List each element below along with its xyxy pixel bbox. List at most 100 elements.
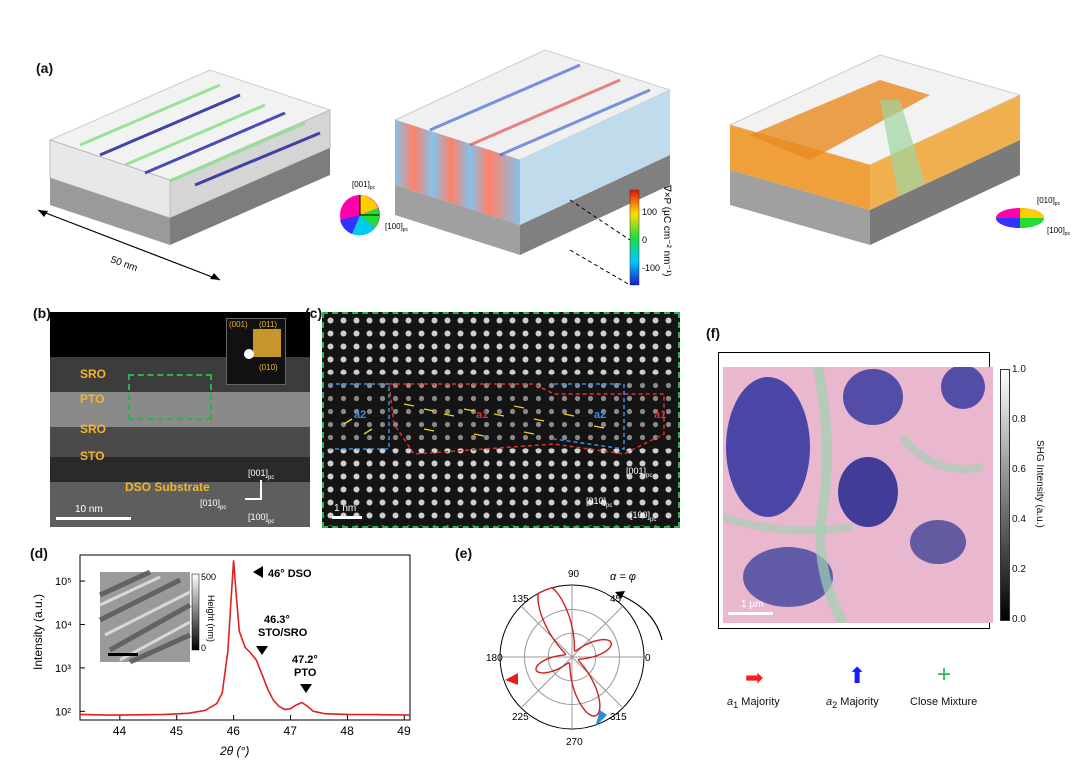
axis-c-o-sub: pc	[650, 516, 657, 523]
colorbar-label: ∇×P (μC cm⁻² nm⁻¹)	[661, 184, 672, 276]
peak-label-pto-1: 47.2°	[292, 654, 318, 666]
legend-a1-arrow-icon: ➡	[745, 665, 764, 690]
afm-colorbar	[191, 573, 200, 651]
rotation-arrow	[619, 594, 663, 641]
peak-label-sto-2: STO/SRO	[258, 627, 308, 639]
axis-b-o-sub: pc	[268, 518, 275, 525]
xrd-ytick-label: 10⁵	[55, 576, 72, 588]
block-2	[393, 49, 672, 286]
curl-colorbar	[629, 189, 640, 286]
axis-b-v: [001]	[248, 468, 269, 478]
wheel2-top-label: [010]	[1037, 196, 1055, 205]
layer-label-sto: STO	[80, 449, 105, 463]
layer-label-pto: PTO	[80, 392, 105, 406]
shg-colorbar-label: SHG Intensity (a.u.)	[1034, 440, 1045, 528]
shg-cb-tick-3: 0.6	[1012, 464, 1026, 475]
shg-map	[723, 367, 993, 623]
shg-map-frame: 1 μm	[718, 352, 993, 629]
polar-label-315: 315	[610, 712, 627, 723]
xrd-xtick-label: 47	[284, 724, 298, 738]
tem-image-b: SRO PTO SRO STO DSO Substrate (001) (011…	[50, 312, 310, 527]
legend-a2-arrow-icon: ⬆	[848, 663, 867, 688]
axis-c-o: [100]	[630, 510, 651, 520]
layer-label-sro-top: SRO	[80, 367, 107, 381]
peak-label-sto-1: 46.3°	[264, 614, 290, 626]
scalebar-f-label: 1 μm	[741, 599, 764, 610]
axis-c-h-sub: pc	[606, 502, 613, 509]
axis-b-v-sub: pc	[268, 474, 275, 481]
direction-wheel-1	[340, 195, 380, 236]
diff-label-010: (010)	[259, 363, 278, 372]
diff-label-001: (001)	[229, 320, 248, 329]
axis-c-v-sub: pc	[646, 472, 653, 479]
polar-grid-spoke	[571, 656, 624, 709]
shg-colorbar	[1000, 369, 1010, 621]
polar-label-90: 90	[568, 569, 580, 580]
scale-label: 50 nm	[109, 254, 139, 274]
panel-label-b: (b)	[33, 305, 51, 321]
svg-text:[010]pc: [010]pc	[1037, 196, 1061, 207]
xrd-xtick-label: 46	[227, 724, 241, 738]
shg-cb-tick-4: 0.4	[1012, 514, 1026, 525]
legend-a2-sub: 2	[832, 700, 838, 711]
diffraction-inset: (001) (011) (010)	[226, 318, 286, 385]
wheel1-right-label: [100]	[385, 222, 403, 231]
svg-text:[100]pc: [100]pc	[1047, 226, 1071, 237]
region-of-interest-box	[128, 374, 212, 420]
shg-cb-tick-6: 0.0	[1012, 614, 1026, 625]
xrd-ytick-label: 10³	[55, 663, 71, 675]
polar-grid-spoke	[520, 656, 573, 709]
legend-a1-sym: a	[727, 696, 734, 708]
wheel2-right-sub: pc	[1065, 231, 1071, 237]
legend-a2-text: a2 Majority	[826, 696, 879, 710]
shg-cb-tick-1: 1.0	[1012, 364, 1026, 375]
xrd-plot-frame	[79, 554, 411, 721]
layer-label-dso: DSO Substrate	[125, 480, 210, 494]
xrd-series-line	[79, 560, 411, 716]
xrd-xtick-label: 44	[113, 724, 127, 738]
afm-colorbar-min: 0	[201, 643, 206, 653]
svg-text:[001]pc: [001]pc	[352, 180, 376, 191]
axis-b-h: [010]	[200, 498, 221, 508]
scalebar-b-label: 10 nm	[75, 504, 103, 515]
wheel2-right-label: [100]	[1047, 226, 1065, 235]
block-1	[48, 69, 332, 245]
peak-marker-sto	[256, 646, 268, 655]
domain-mark-a2-left: a2	[354, 409, 367, 421]
wheel1-top-label: [001]	[352, 180, 370, 189]
domain-mark-a2-right: a2	[594, 409, 607, 421]
polar-label-180: 180	[486, 653, 503, 664]
shg-cb-tick-2: 0.8	[1012, 414, 1026, 425]
polar-grid-spoke	[520, 605, 573, 658]
axis-c-v: [001]	[626, 466, 647, 476]
wheel1-top-sub: pc	[370, 185, 376, 191]
svg-text:[100]pc: [100]pc	[385, 222, 409, 233]
peak-marker-dso	[253, 566, 263, 578]
polar-label-270: 270	[566, 737, 583, 748]
xrd-xlabel: 2θ (°)	[219, 744, 249, 758]
colorbar-tick-3: -100	[642, 263, 660, 273]
axis-b-h-sub: pc	[220, 504, 227, 511]
atom-lattice	[324, 314, 678, 526]
layer-label-sro-bottom: SRO	[80, 422, 107, 436]
scalebar-c	[332, 516, 362, 519]
polar-label-225: 225	[512, 712, 529, 723]
legend-a2-label: Majority	[837, 696, 879, 708]
a2-arrow-marker	[595, 710, 607, 727]
xrd-ylabel: Intensity (a.u.)	[31, 594, 45, 670]
a1-arrow-marker	[505, 673, 518, 685]
colorbar-tick-2: 0	[642, 235, 647, 245]
polar-chart: 90 45 0 315 270 225 180 135 α = φ	[486, 569, 663, 748]
diff-label-011: (011)	[259, 320, 278, 329]
legend-a2-sym: a	[826, 696, 833, 708]
wheel1-right-sub: pc	[403, 227, 409, 233]
polar-label-0: 0	[645, 653, 651, 664]
colorbar-tick-1: 100	[642, 207, 657, 217]
scalebar-c-label: 1 nm	[334, 503, 357, 514]
polar-series-line	[535, 587, 613, 717]
haadf-image-c: a2 a1 a2 a1 1 nm [001]pc [010]pc [100]pc	[322, 312, 680, 528]
xrd-xtick-label: 45	[170, 724, 184, 738]
xrd-xtick-label: 48	[340, 724, 354, 738]
xrd-ytick-label: 10⁴	[55, 619, 72, 631]
wheel2-top-sub: pc	[1055, 201, 1061, 207]
